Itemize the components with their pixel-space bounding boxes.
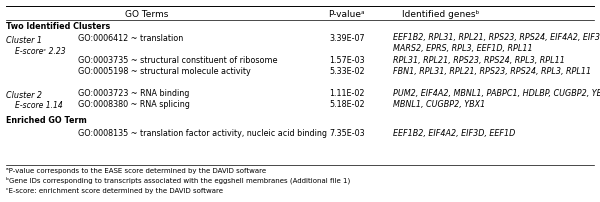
Text: MBNL1, CUGBP2, YBX1: MBNL1, CUGBP2, YBX1 bbox=[393, 99, 485, 108]
Text: E-score 1.14: E-score 1.14 bbox=[15, 101, 63, 109]
Text: GO:0006412 ~ translation: GO:0006412 ~ translation bbox=[78, 34, 183, 43]
Text: FBN1, RPL31, RPL21, RPS23, RPS24, RPL3, RPL11: FBN1, RPL31, RPL21, RPS23, RPS24, RPL3, … bbox=[393, 67, 591, 76]
Text: GO:0008380 ~ RNA splicing: GO:0008380 ~ RNA splicing bbox=[78, 99, 190, 108]
Text: 1.57E-03: 1.57E-03 bbox=[329, 56, 365, 65]
Text: GO:0008135 ~ translation factor activity, nucleic acid binding: GO:0008135 ~ translation factor activity… bbox=[78, 129, 327, 138]
Text: 5.33E-02: 5.33E-02 bbox=[329, 67, 365, 76]
Text: 7.35E-03: 7.35E-03 bbox=[329, 129, 365, 138]
Text: GO:0003723 ~ RNA binding: GO:0003723 ~ RNA binding bbox=[78, 89, 190, 98]
Text: GO Terms: GO Terms bbox=[125, 10, 169, 19]
Text: EEF1B2, EIF4A2, EIF3D, EEF1D: EEF1B2, EIF4A2, EIF3D, EEF1D bbox=[393, 129, 515, 138]
Text: GO:0003735 ~ structural constituent of ribosome: GO:0003735 ~ structural constituent of r… bbox=[78, 56, 277, 65]
Text: Cluster 2: Cluster 2 bbox=[6, 90, 42, 99]
Text: Cluster 1: Cluster 1 bbox=[6, 36, 42, 45]
Text: Two Identified Clusters: Two Identified Clusters bbox=[6, 22, 110, 31]
Text: Identified genesᵇ: Identified genesᵇ bbox=[403, 10, 479, 19]
Text: ᵃP-value corresponds to the EASE score determined by the DAVID software: ᵃP-value corresponds to the EASE score d… bbox=[6, 167, 266, 173]
Text: E-scoreᶜ 2.23: E-scoreᶜ 2.23 bbox=[15, 46, 65, 55]
Text: PUM2, EIF4A2, MBNL1, PABPC1, HDLBP, CUGBP2, YBX1: PUM2, EIF4A2, MBNL1, PABPC1, HDLBP, CUGB… bbox=[393, 89, 600, 98]
Text: 5.18E-02: 5.18E-02 bbox=[329, 99, 365, 108]
Text: ᶜE-score: enrichment score determined by the DAVID software: ᶜE-score: enrichment score determined by… bbox=[6, 187, 223, 193]
Text: P-valueᵃ: P-valueᵃ bbox=[328, 10, 365, 19]
Text: EEF1B2, RPL31, RPL21, RPS23, RPS24, EIF4A2, EIF3D,: EEF1B2, RPL31, RPL21, RPS23, RPS24, EIF4… bbox=[393, 33, 600, 42]
Text: GO:0005198 ~ structural molecule activity: GO:0005198 ~ structural molecule activit… bbox=[78, 67, 251, 76]
Text: MARS2, EPRS, RPL3, EEF1D, RPL11: MARS2, EPRS, RPL3, EEF1D, RPL11 bbox=[393, 44, 533, 53]
Text: RPL31, RPL21, RPS23, RPS24, RPL3, RPL11: RPL31, RPL21, RPS23, RPS24, RPL3, RPL11 bbox=[393, 56, 565, 65]
Text: 1.11E-02: 1.11E-02 bbox=[329, 89, 365, 98]
Text: Enriched GO Term: Enriched GO Term bbox=[6, 116, 87, 125]
Text: ᵇGene IDs corresponding to transcripts associated with the eggshell membranes (A: ᵇGene IDs corresponding to transcripts a… bbox=[6, 176, 350, 183]
Text: 3.39E-07: 3.39E-07 bbox=[329, 34, 365, 43]
